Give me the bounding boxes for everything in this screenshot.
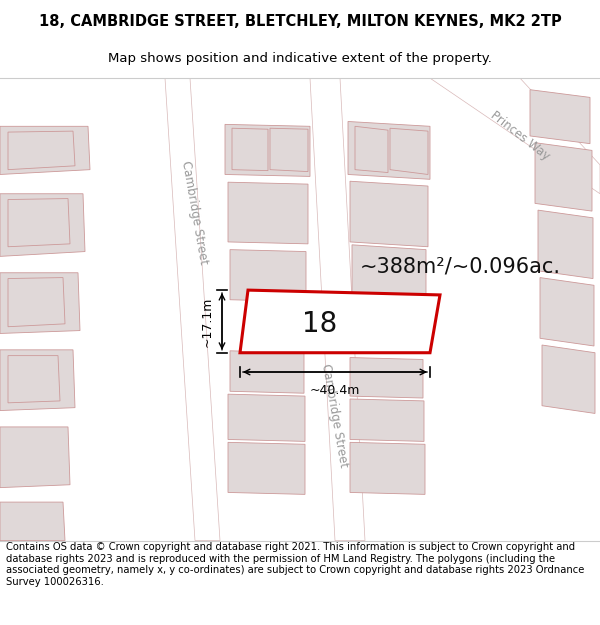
- Polygon shape: [232, 128, 268, 171]
- Polygon shape: [350, 442, 425, 494]
- Text: Cambridge Street: Cambridge Street: [319, 362, 350, 468]
- Polygon shape: [228, 394, 305, 441]
- Polygon shape: [350, 181, 428, 247]
- Polygon shape: [0, 350, 75, 411]
- Polygon shape: [228, 442, 305, 494]
- Text: Map shows position and indicative extent of the property.: Map shows position and indicative extent…: [108, 52, 492, 65]
- Polygon shape: [348, 121, 430, 179]
- Polygon shape: [165, 78, 220, 541]
- Text: ~17.1m: ~17.1m: [201, 296, 214, 347]
- Polygon shape: [390, 128, 428, 174]
- Text: ~388m²/~0.096ac.: ~388m²/~0.096ac.: [360, 256, 561, 276]
- Polygon shape: [0, 272, 80, 334]
- Polygon shape: [355, 126, 388, 173]
- Polygon shape: [540, 278, 594, 346]
- Polygon shape: [0, 427, 70, 488]
- Polygon shape: [352, 245, 426, 304]
- Text: Cambridge Street: Cambridge Street: [179, 160, 211, 266]
- Polygon shape: [538, 210, 593, 279]
- Polygon shape: [8, 131, 75, 169]
- Text: 18, CAMBRIDGE STREET, BLETCHLEY, MILTON KEYNES, MK2 2TP: 18, CAMBRIDGE STREET, BLETCHLEY, MILTON …: [38, 14, 562, 29]
- Text: 18: 18: [302, 310, 338, 338]
- Text: Princes Way: Princes Way: [488, 109, 552, 163]
- Polygon shape: [530, 89, 590, 144]
- Polygon shape: [230, 249, 306, 302]
- Polygon shape: [240, 290, 440, 352]
- Text: Contains OS data © Crown copyright and database right 2021. This information is : Contains OS data © Crown copyright and d…: [6, 542, 584, 587]
- Polygon shape: [0, 502, 65, 541]
- Polygon shape: [270, 128, 308, 172]
- Polygon shape: [225, 124, 310, 176]
- Polygon shape: [0, 194, 85, 256]
- Polygon shape: [542, 345, 595, 414]
- Text: ~40.4m: ~40.4m: [310, 384, 360, 397]
- Polygon shape: [230, 351, 304, 393]
- Polygon shape: [0, 126, 90, 174]
- Polygon shape: [8, 356, 60, 403]
- Polygon shape: [8, 278, 65, 327]
- Polygon shape: [310, 78, 365, 541]
- Polygon shape: [350, 399, 424, 441]
- Polygon shape: [8, 199, 70, 247]
- Polygon shape: [535, 142, 592, 211]
- Polygon shape: [430, 78, 600, 194]
- Polygon shape: [228, 182, 308, 244]
- Polygon shape: [350, 357, 423, 398]
